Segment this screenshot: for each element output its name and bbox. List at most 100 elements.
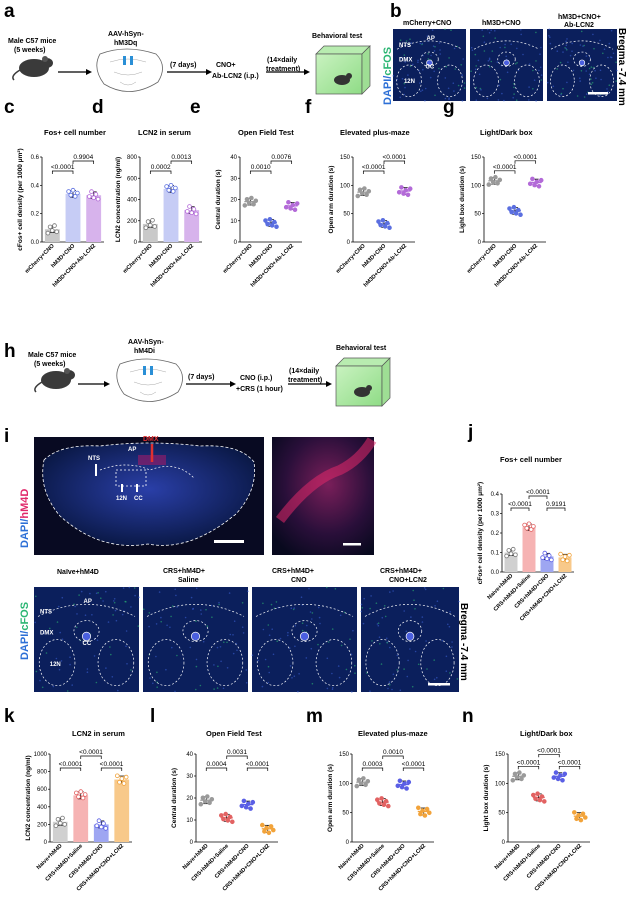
speckle bbox=[319, 622, 321, 625]
region-outline bbox=[206, 639, 244, 687]
speckle bbox=[121, 613, 124, 616]
data-point bbox=[395, 783, 401, 789]
speckle bbox=[267, 624, 270, 626]
data-point bbox=[148, 222, 153, 228]
x-tick-label: hM3D+CNO+Ab-LCN2 bbox=[363, 243, 408, 288]
panel-letter-k: k bbox=[4, 706, 15, 727]
speckle bbox=[433, 70, 436, 73]
mouse-icon bbox=[12, 56, 53, 81]
speckle bbox=[503, 99, 505, 102]
p-value-label: 0.9191 bbox=[546, 501, 566, 508]
region-outline bbox=[420, 639, 455, 687]
speckle bbox=[535, 100, 537, 102]
speckle bbox=[228, 592, 231, 594]
speckle bbox=[565, 47, 567, 50]
data-point bbox=[75, 190, 80, 196]
speckle bbox=[556, 50, 559, 52]
speckle bbox=[566, 38, 568, 40]
y-tick-label: 0 bbox=[346, 840, 350, 846]
speckle bbox=[566, 49, 568, 51]
data-point bbox=[560, 777, 565, 783]
speckle bbox=[363, 597, 366, 600]
speckle bbox=[386, 642, 389, 644]
speckle bbox=[261, 685, 264, 688]
data-point bbox=[379, 796, 384, 801]
speckle bbox=[600, 78, 602, 81]
behavior-box-icon-h bbox=[335, 357, 391, 407]
speckle bbox=[195, 688, 197, 691]
speckle bbox=[421, 621, 424, 623]
x-tick-label: hM3D+CNO+Ab-LCN2 bbox=[250, 243, 295, 288]
speckle bbox=[404, 61, 407, 63]
data-point bbox=[262, 829, 267, 834]
speckle bbox=[95, 681, 98, 684]
data-point bbox=[259, 822, 265, 828]
y-tick-label: 150 bbox=[471, 155, 482, 161]
speckle bbox=[371, 640, 373, 642]
speckle bbox=[331, 687, 334, 689]
speckle bbox=[582, 45, 584, 47]
y-tick-label: 0.2 bbox=[491, 531, 500, 537]
speckle bbox=[442, 587, 445, 590]
speckle bbox=[399, 39, 402, 41]
speckle bbox=[257, 659, 259, 662]
speckle bbox=[434, 45, 436, 48]
micrograph-i-crs-saline bbox=[143, 587, 249, 693]
data-point bbox=[526, 521, 532, 527]
speckle bbox=[386, 637, 388, 640]
speckle bbox=[462, 58, 465, 60]
y-axis-label: cFos+ cell density (per 1000 μm²) bbox=[17, 148, 24, 250]
speckle bbox=[218, 603, 220, 606]
speckle bbox=[497, 99, 500, 101]
speckle bbox=[195, 665, 198, 668]
speckle bbox=[192, 608, 194, 610]
speckle bbox=[226, 641, 228, 644]
p-value-label: <0.0001 bbox=[382, 154, 406, 161]
data-point bbox=[582, 815, 588, 820]
y-tick-label: 50 bbox=[474, 212, 481, 218]
speckle bbox=[327, 641, 330, 643]
significance-bracket bbox=[270, 160, 293, 164]
speckle bbox=[591, 81, 594, 84]
speckle bbox=[423, 587, 426, 589]
speckle bbox=[501, 92, 503, 95]
significance-bracket bbox=[205, 767, 228, 771]
speckle bbox=[298, 673, 300, 675]
region-outline bbox=[365, 639, 400, 687]
bar bbox=[163, 188, 179, 242]
speckle bbox=[488, 57, 491, 60]
speckle bbox=[504, 43, 506, 46]
data-point bbox=[101, 821, 106, 826]
speckle bbox=[567, 61, 569, 63]
speckle bbox=[474, 53, 477, 56]
data-point bbox=[515, 207, 521, 213]
data-point bbox=[57, 820, 63, 826]
speckle bbox=[138, 596, 140, 599]
data-point bbox=[193, 211, 199, 217]
y-axis-label: LCN2 concentration (ng/ml) bbox=[115, 157, 122, 242]
data-point bbox=[207, 800, 212, 806]
speckle bbox=[270, 603, 273, 606]
y-tick-label: 400 bbox=[37, 805, 48, 811]
data-point bbox=[93, 192, 99, 197]
speckle bbox=[148, 625, 150, 628]
panel-letter-i: i bbox=[4, 426, 9, 447]
data-point bbox=[549, 557, 554, 563]
data-point bbox=[512, 771, 518, 777]
chart-title: Open Field Test bbox=[238, 128, 294, 137]
speckle bbox=[426, 668, 428, 670]
scale-bar-b bbox=[588, 92, 608, 95]
data-point bbox=[493, 174, 498, 180]
speckle bbox=[426, 35, 429, 37]
speckle bbox=[482, 35, 485, 38]
panel-letter-f: f bbox=[305, 97, 312, 118]
speckle bbox=[376, 623, 379, 625]
significance-bracket bbox=[402, 767, 425, 771]
data-point bbox=[219, 813, 224, 818]
speckle bbox=[535, 31, 537, 34]
data-point bbox=[422, 813, 428, 818]
p-value-label: 0.0002 bbox=[151, 164, 171, 171]
virus-label-line1: AAV-hSyn- bbox=[108, 31, 144, 38]
panel-letter-n: n bbox=[462, 706, 474, 727]
mouse-label-h-line1: Male C57 mice bbox=[28, 352, 76, 359]
